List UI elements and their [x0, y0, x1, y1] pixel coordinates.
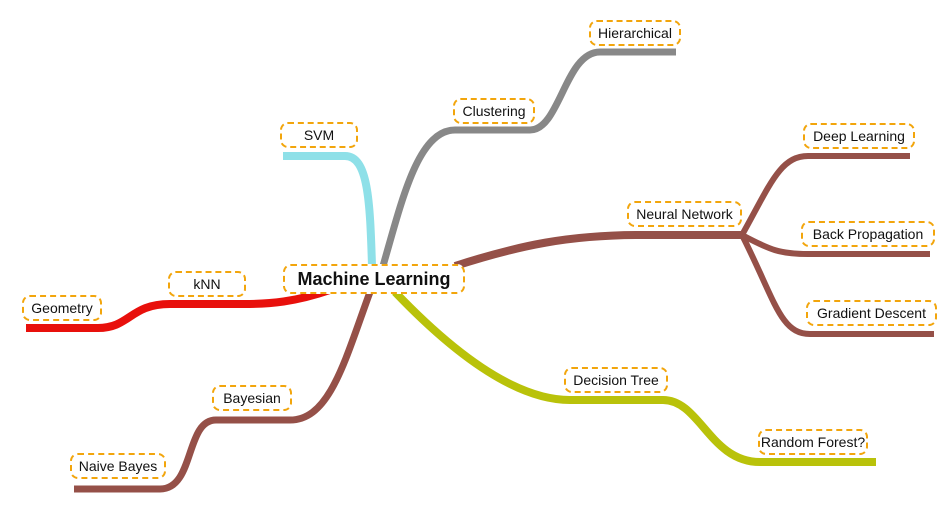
- node-knn[interactable]: kNN: [168, 271, 246, 297]
- node-neural-network[interactable]: Neural Network: [627, 201, 742, 227]
- node-random-forest[interactable]: Random Forest?: [758, 429, 868, 455]
- edge-knn: [26, 286, 332, 332]
- node-naive-bayes[interactable]: Naive Bayes: [70, 453, 166, 479]
- root-node-machine-learning[interactable]: Machine Learning: [283, 264, 465, 294]
- edge-decision-tree: [392, 289, 876, 466]
- edge-clustering: [379, 48, 676, 267]
- node-decision-tree[interactable]: Decision Tree: [564, 367, 668, 393]
- node-deep-learning[interactable]: Deep Learning: [803, 123, 915, 149]
- node-clustering[interactable]: Clustering: [453, 98, 535, 124]
- edge-deep-learning: [739, 153, 910, 237]
- node-geometry[interactable]: Geometry: [22, 295, 102, 321]
- node-hierarchical[interactable]: Hierarchical: [589, 20, 681, 46]
- node-back-propagation[interactable]: Back Propagation: [801, 221, 935, 247]
- node-svm[interactable]: SVM: [280, 122, 358, 148]
- edge-gradient-descent: [739, 233, 934, 337]
- edge-neural-network: [453, 231, 742, 270]
- edge-back-propagation: [740, 232, 930, 257]
- node-gradient-descent[interactable]: Gradient Descent: [806, 300, 937, 326]
- node-bayesian[interactable]: Bayesian: [212, 385, 292, 411]
- edge-bayesian: [74, 290, 374, 493]
- edge-svm: [283, 152, 376, 267]
